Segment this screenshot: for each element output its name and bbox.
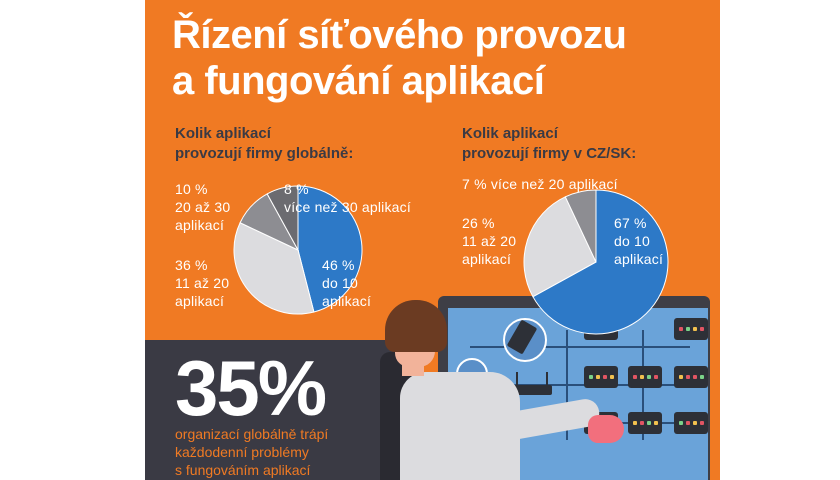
network-line <box>470 346 690 348</box>
global-label-8-pct: 8 % <box>284 181 309 197</box>
stat-panel <box>145 340 410 480</box>
global-pie-slice-2 <box>233 222 315 315</box>
czsk-label-67-line-1: do 10 <box>614 233 651 249</box>
router-antenna <box>546 372 548 386</box>
stat-caption-line-2: každodenní problémy <box>175 444 309 460</box>
server-device <box>584 366 618 388</box>
person-hair <box>385 300 447 352</box>
czsk-question-line-1: Kolik aplikací <box>462 125 558 142</box>
left-margin <box>0 0 145 480</box>
global-label-to-10: 46 % do 10 aplikací <box>322 256 371 310</box>
global-label-36-line-2: aplikací <box>175 293 225 309</box>
czsk-pie-slice-2 <box>523 196 597 298</box>
stat-value: 35% <box>175 344 327 432</box>
global-pie-slice-1 <box>297 185 363 313</box>
global-label-36-line-1: 11 až 20 <box>175 275 230 291</box>
global-label-10-line-2: aplikací <box>175 217 225 233</box>
global-question-line-2: provozují firmy globálně: <box>175 145 354 162</box>
czsk-label-26-pct: 26 % <box>462 215 495 231</box>
czsk-question-line-2: provozují firmy v CZ/SK: <box>462 145 637 162</box>
czsk-label-over-20: 7 % více než 20 aplikací <box>462 176 618 192</box>
global-label-46-pct: 46 % <box>322 257 355 273</box>
server-device <box>628 366 662 388</box>
global-question-line-1: Kolik aplikací <box>175 125 271 142</box>
router-icon <box>512 385 552 395</box>
title-line-1: Řízení síťového provozu <box>172 13 627 57</box>
czsk-question: Kolik aplikací provozují firmy v CZ/SK: <box>462 124 636 164</box>
server-device <box>674 412 708 434</box>
right-margin <box>720 0 840 480</box>
czsk-label-11-20: 26 % 11 až 20 aplikací <box>462 214 516 268</box>
stat-caption-line-1: organizací globálně trápí <box>175 426 329 442</box>
network-line <box>566 330 568 440</box>
global-label-46-line-1: do 10 <box>322 275 359 291</box>
czsk-label-26-line-1: 11 až 20 <box>462 233 517 249</box>
server-device <box>674 318 708 340</box>
global-label-46-line-2: aplikací <box>322 293 372 309</box>
global-label-10-pct: 10 % <box>175 181 208 197</box>
czsk-label-to-10: 67 % do 10 aplikací <box>614 214 663 268</box>
global-question: Kolik aplikací provozují firmy globálně: <box>175 124 353 164</box>
server-device <box>674 366 708 388</box>
global-label-11-20: 36 % 11 až 20 aplikací <box>175 256 229 310</box>
person-hand <box>588 415 624 443</box>
global-pie-slice-4 <box>266 185 299 251</box>
czsk-pie-slice-1 <box>532 189 669 335</box>
global-label-over-30: 8 % více než 30 aplikací <box>284 180 411 216</box>
page-title: Řízení síťového provozu a fungování apli… <box>172 12 627 104</box>
czsk-label-67-pct: 67 % <box>614 215 647 231</box>
title-line-2: a fungování aplikací <box>172 59 545 103</box>
stat-caption-line-3: s fungováním aplikací <box>175 462 311 478</box>
czsk-pie <box>523 189 669 335</box>
czsk-pie-slice-3 <box>564 189 597 263</box>
global-label-10-line-1: 20 až 30 <box>175 199 231 215</box>
czsk-label-67-line-2: aplikací <box>614 251 664 267</box>
stat-caption: organizací globálně trápí každodenní pro… <box>175 425 328 479</box>
server-device <box>628 412 662 434</box>
czsk-label-26-line-2: aplikací <box>462 251 512 267</box>
network-line <box>470 384 690 386</box>
global-label-36-pct: 36 % <box>175 257 208 273</box>
global-label-8-text: více než 30 aplikací <box>284 199 411 215</box>
global-pie <box>233 185 363 315</box>
global-label-20-30: 10 % 20 až 30 aplikací <box>175 180 230 234</box>
router-antenna <box>516 372 518 386</box>
